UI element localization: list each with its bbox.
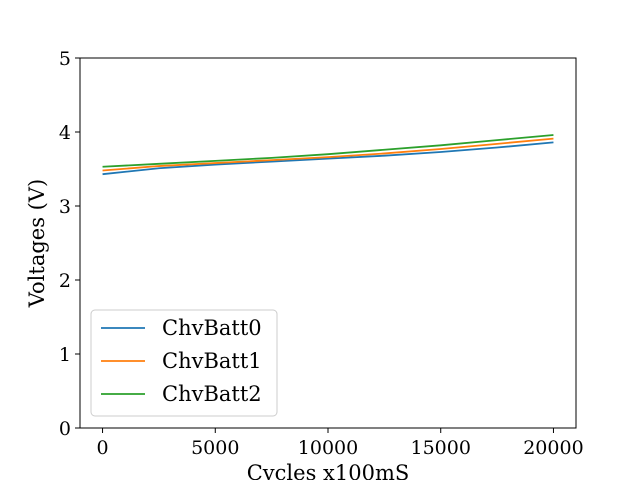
y-axis-ticks: 0 1 2 3 4 5 bbox=[59, 48, 80, 440]
series-line-chvbatt2 bbox=[102, 134, 554, 168]
x-tick-label: 15000 bbox=[411, 437, 471, 459]
y-tick-label: 3 bbox=[59, 196, 71, 218]
x-tick-label: 20000 bbox=[523, 437, 583, 459]
legend-box bbox=[90, 309, 278, 417]
x-tick-label: 5000 bbox=[191, 437, 239, 459]
x-tick-label: 0 bbox=[96, 437, 108, 459]
y-axis-label: Voltages (V) bbox=[25, 179, 49, 308]
series-layer bbox=[102, 134, 554, 176]
legend-label: ChvBatt0 bbox=[162, 316, 262, 340]
x-tick-label: 10000 bbox=[298, 437, 358, 459]
series-line-chvbatt1 bbox=[102, 137, 554, 172]
x-axis-ticks: 0 5000 10000 15000 20000 bbox=[96, 428, 584, 459]
y-tick-label: 5 bbox=[59, 48, 71, 70]
y-tick-label: 2 bbox=[59, 270, 71, 292]
legend-label: ChvBatt1 bbox=[162, 349, 262, 373]
y-tick-label: 4 bbox=[59, 122, 71, 144]
legend-label: ChvBatt2 bbox=[162, 382, 262, 406]
y-tick-label: 1 bbox=[59, 344, 71, 366]
x-axis-label: Cycles x100mS bbox=[247, 461, 410, 480]
series-line-chvbatt0 bbox=[102, 141, 554, 176]
legend: ChvBatt0 ChvBatt1 ChvBatt2 bbox=[90, 309, 278, 417]
y-tick-label: 0 bbox=[59, 418, 71, 440]
